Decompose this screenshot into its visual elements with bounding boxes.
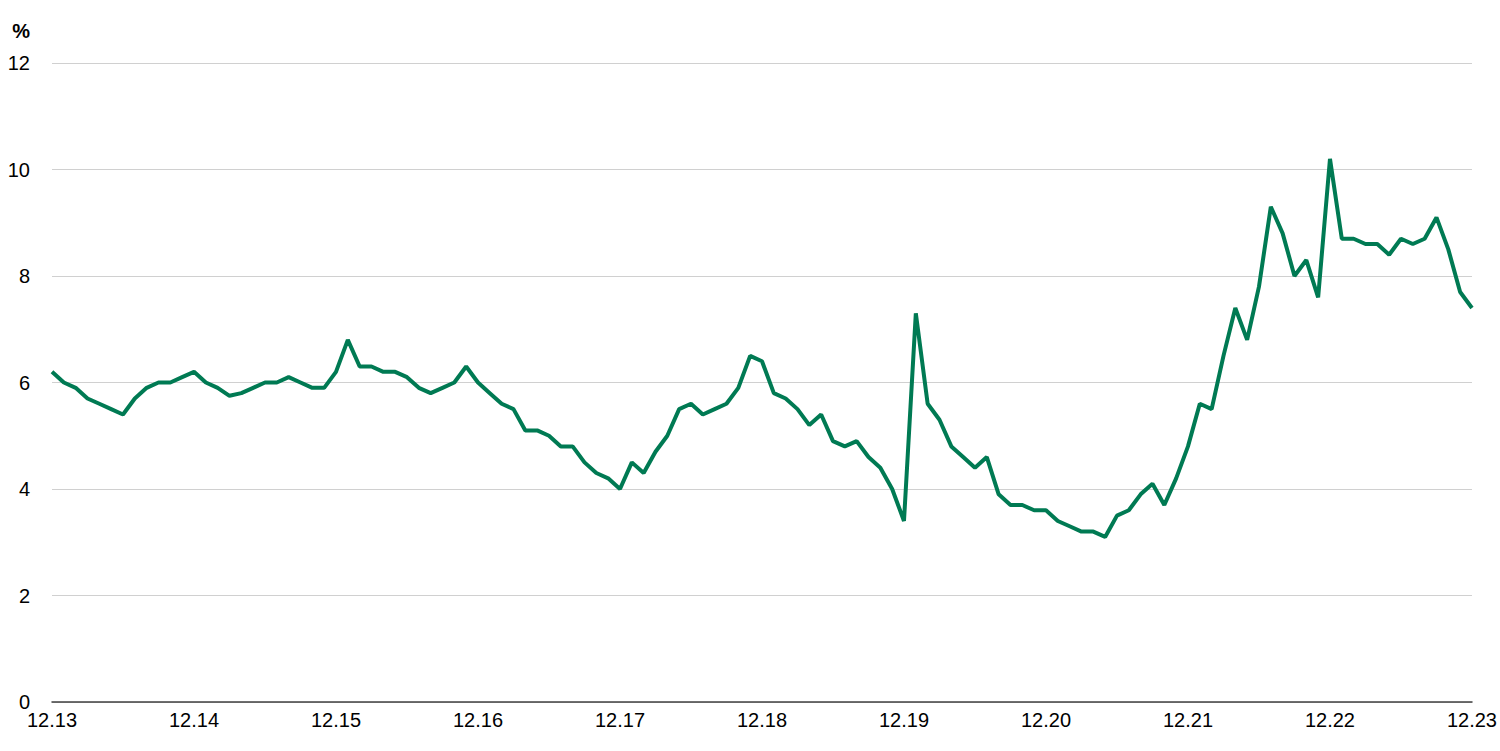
svg-text:6: 6 xyxy=(19,372,30,394)
svg-text:12.15: 12.15 xyxy=(311,709,361,731)
svg-text:12: 12 xyxy=(8,52,30,74)
svg-text:12.21: 12.21 xyxy=(1163,709,1213,731)
svg-text:8: 8 xyxy=(19,265,30,287)
svg-text:12.16: 12.16 xyxy=(453,709,503,731)
svg-text:12.22: 12.22 xyxy=(1305,709,1355,731)
svg-text:12.19: 12.19 xyxy=(879,709,929,731)
svg-text:4: 4 xyxy=(19,478,30,500)
svg-text:%: % xyxy=(12,20,30,42)
svg-text:12.14: 12.14 xyxy=(169,709,219,731)
svg-text:12.23: 12.23 xyxy=(1447,709,1497,731)
svg-text:10: 10 xyxy=(8,159,30,181)
svg-text:12.17: 12.17 xyxy=(595,709,645,731)
svg-text:12.20: 12.20 xyxy=(1021,709,1071,731)
svg-text:12.13: 12.13 xyxy=(27,709,77,731)
svg-text:0: 0 xyxy=(18,691,30,713)
svg-text:12.18: 12.18 xyxy=(737,709,787,731)
svg-text:2: 2 xyxy=(19,585,30,607)
